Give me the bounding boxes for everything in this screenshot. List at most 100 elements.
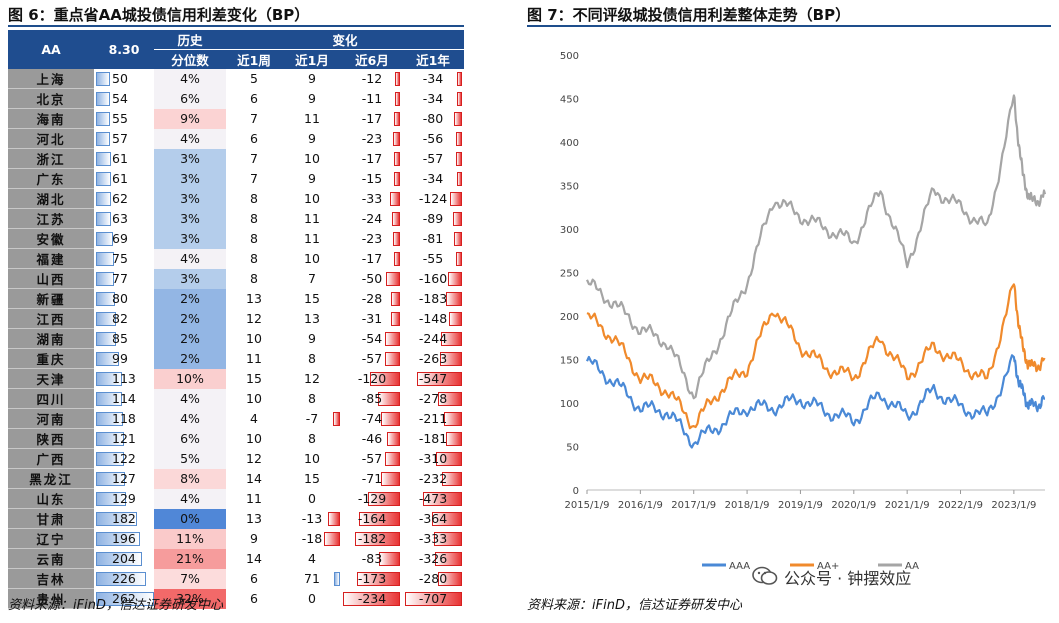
change-1y-cell: -124: [402, 189, 464, 209]
change-1m-cell-text: 8: [308, 351, 316, 366]
change-1y-cell: -34: [402, 89, 464, 109]
change-6m-cell-text: -173: [357, 571, 387, 586]
province-cell: 山西: [8, 268, 94, 289]
spread-value-cell-text: 85: [112, 331, 128, 346]
change-1m-cell-text: 10: [304, 251, 320, 266]
change-1w-cell-text: 8: [250, 271, 258, 286]
province-cell-text: 四川: [36, 392, 66, 407]
change-6m-cell-text: -17: [361, 111, 383, 126]
change-6m-cell: -17: [342, 149, 402, 169]
change-1m-cell-text: 10: [304, 191, 320, 206]
spread-value-cell: 121: [94, 429, 154, 449]
spread-value-cell-text: 262: [112, 591, 136, 606]
change-1m-cell: 0: [282, 589, 342, 609]
percentile-cell: 11%: [154, 528, 226, 549]
change-1y-cell: -160: [402, 269, 464, 289]
province-cell: 湖南: [8, 328, 94, 349]
percentile-cell-text: 8%: [180, 471, 200, 486]
change-6m-bar: [380, 411, 400, 426]
left-title-rule: [8, 25, 464, 27]
spread-value-bar: [96, 72, 110, 86]
province-cell: 吉林: [8, 568, 94, 589]
change-1y-cell-text: -89: [422, 211, 444, 226]
change-1m-cell-text: 9: [308, 131, 316, 146]
change-1y-cell: -81: [402, 229, 464, 249]
change-6m-cell-text: -15: [361, 171, 383, 186]
change-6m-bar: [378, 391, 400, 406]
right-figure-title: 图 7：不同评级城投债信用利差整体走势（BP）: [527, 6, 851, 24]
percentile-cell-text: 2%: [180, 311, 200, 326]
change-1w-cell: 6: [226, 129, 282, 149]
province-cell-text: 江西: [36, 312, 66, 327]
change-6m-cell-text: -129: [357, 491, 387, 506]
spread-value-cell-text: 196: [112, 531, 136, 546]
province-cell-text: 湖北: [36, 192, 66, 207]
change-1m-cell-text: 15: [304, 291, 320, 306]
province-cell: 辽宁: [8, 528, 94, 549]
percentile-cell-text: 6%: [180, 431, 200, 446]
spread-value-cell: 99: [94, 349, 154, 369]
y-tick-label: 200: [560, 312, 579, 323]
province-cell-text: 河南: [36, 412, 66, 427]
change-1y-cell-text: -547: [418, 371, 448, 386]
change-1w-cell-text: 15: [246, 371, 262, 386]
province-cell: 黑龙江: [8, 468, 94, 489]
change-1m-cell: 8: [282, 389, 342, 409]
percentile-cell-text: 32%: [176, 591, 204, 606]
change-1w-cell: 9: [226, 529, 282, 549]
change-1w-cell: 7: [226, 169, 282, 189]
change-1m-cell: 15: [282, 289, 342, 309]
province-cell-text: 甘肃: [36, 512, 66, 527]
change-1y-cell-text: -34: [422, 171, 444, 186]
change-6m-cell: -11: [342, 89, 402, 109]
spread-value-cell-text: 75: [112, 251, 128, 266]
table-row: 新疆 80 2% 13 15 -28 -183: [8, 288, 464, 309]
spread-value-cell-text: 57: [112, 131, 128, 146]
province-cell-text: 山东: [36, 492, 66, 507]
spread-value-cell-text: 77: [112, 271, 128, 286]
change-6m-cell-text: -24: [361, 211, 383, 226]
province-cell-text: 重庆: [36, 352, 66, 367]
change-1y-cell: -364: [402, 509, 464, 529]
spread-value-bar: [96, 231, 113, 246]
change-1w-cell-text: 8: [250, 191, 258, 206]
change-6m-cell: -50: [342, 269, 402, 289]
spread-value-cell: 127: [94, 469, 154, 489]
change-1y-bar: [453, 211, 463, 226]
province-cell: 贵州: [8, 588, 94, 609]
spread-value-bar: [96, 211, 112, 226]
spread-value-cell: 63: [94, 209, 154, 229]
change-6m-cell: -57: [342, 349, 402, 369]
province-cell-text: 福建: [36, 252, 66, 267]
change-1y-cell-text: -326: [418, 551, 448, 566]
province-cell-text: 广西: [36, 452, 66, 467]
spread-value-cell-text: 55: [112, 111, 128, 126]
province-cell: 新疆: [8, 288, 94, 309]
spread-value-cell-text: 118: [112, 411, 136, 426]
change-1m-cell: 7: [282, 269, 342, 289]
change-1y-cell-text: -148: [418, 311, 448, 326]
change-6m-bar: [367, 491, 400, 506]
change-1y-bar: [455, 251, 463, 266]
change-1y-cell: -473: [402, 489, 464, 509]
spread-value-cell-text: 62: [112, 191, 128, 206]
table-row: 天津 113 10% 15 12 -120 -547: [8, 368, 464, 389]
spread-value-bar: [96, 411, 124, 426]
change-6m-cell: -23: [342, 229, 402, 249]
change-1w-cell-text: 6: [250, 571, 258, 586]
province-cell-text: 贵州: [36, 592, 66, 607]
spread-value-cell: 129: [94, 489, 154, 509]
change-1y-cell: -310: [402, 449, 464, 469]
change-1m-cell: 10: [282, 449, 342, 469]
spread-value-bar: [96, 311, 116, 326]
percentile-cell: 2%: [154, 288, 226, 309]
change-6m-cell: -85: [342, 389, 402, 409]
change-1y-bar: [455, 151, 463, 166]
change-1w-cell: 11: [226, 349, 282, 369]
percentile-cell: 3%: [154, 208, 226, 229]
province-cell-text: 天津: [36, 372, 66, 387]
percentile-cell: 3%: [154, 168, 226, 189]
change-1w-cell: 8: [226, 249, 282, 269]
spread-trend-chart: 0 50 100 150 200 250 300 350 400 450 500 2015/1/9 20…: [560, 51, 1047, 572]
province-cell-text: 上海: [36, 72, 66, 87]
